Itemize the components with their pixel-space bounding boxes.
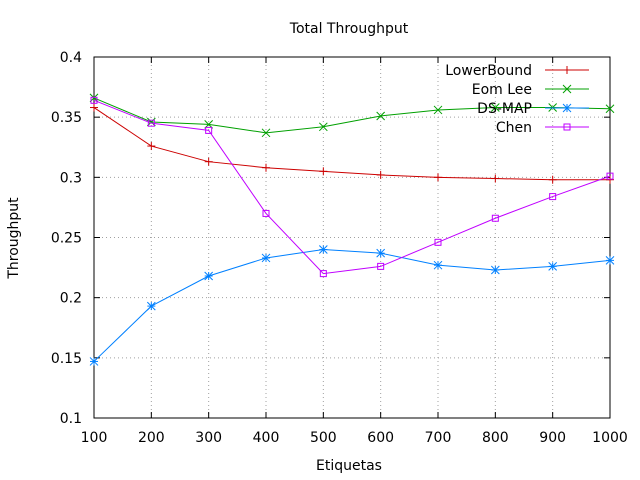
x-tick-label: 1000 — [592, 430, 628, 446]
x-tick-label: 800 — [482, 430, 509, 446]
x-tick-label: 400 — [253, 430, 280, 446]
data-point — [563, 66, 571, 74]
data-point — [262, 209, 270, 217]
data-point — [318, 122, 328, 132]
legend: LowerBound Eom Lee DS-MAP Chen — [445, 63, 589, 136]
data-point — [376, 248, 386, 258]
data-point — [434, 173, 442, 182]
data-point — [376, 170, 385, 179]
data-point — [377, 262, 385, 270]
data-point — [146, 301, 156, 311]
legend-entry-lowerbound: LowerBound — [445, 63, 589, 79]
data-point — [205, 126, 213, 134]
y-tick-label: 0.3 — [60, 170, 82, 186]
legend-entry-ds-map: DS-MAP — [477, 101, 589, 117]
y-tick-label: 0.2 — [60, 291, 82, 307]
axis-ticks: 100 200 300 400 500 600 700 800 900 1000 0.1 0.15 0.… — [51, 50, 628, 446]
x-tick-label: 900 — [539, 430, 566, 446]
series-line-lowerbound — [93, 107, 610, 181]
data-point — [262, 163, 270, 172]
legend-entry-chen: Chen — [496, 120, 589, 136]
data-point — [562, 84, 572, 94]
legend-label: Chen — [496, 120, 532, 136]
data-point — [490, 103, 500, 112]
y-axis-label: Throughput — [6, 197, 22, 280]
series-eom-lee — [89, 93, 615, 138]
data-point — [147, 142, 156, 151]
y-tick-label: 0.35 — [51, 110, 82, 126]
plot-area-border — [93, 56, 611, 419]
x-tick-label: 300 — [195, 430, 222, 446]
data-point — [261, 253, 271, 263]
data-point — [491, 214, 499, 222]
legend-label: Eom Lee — [472, 82, 532, 98]
data-point — [89, 357, 99, 366]
data-point — [319, 270, 327, 278]
data-point — [562, 103, 572, 113]
data-point — [606, 172, 614, 180]
x-tick-label: 600 — [367, 430, 394, 446]
series-lowerbound — [90, 103, 614, 184]
legend-label: DS-MAP — [477, 101, 532, 117]
data-point — [548, 175, 557, 184]
data-point — [548, 262, 558, 271]
y-tick-label: 0.4 — [60, 50, 82, 66]
grid — [94, 57, 610, 418]
chart-title: Total Throughput — [289, 21, 409, 37]
y-tick-label: 0.1 — [60, 411, 82, 427]
data-point — [147, 119, 155, 127]
data-point — [549, 193, 557, 201]
x-tick-label: 500 — [310, 430, 337, 446]
data-point — [318, 245, 328, 254]
data-point — [204, 271, 214, 281]
x-tick-label: 100 — [81, 430, 108, 446]
data-point — [490, 265, 500, 275]
data-point — [204, 157, 213, 166]
legend-entry-eom-lee: Eom Lee — [472, 82, 589, 98]
data-point — [434, 238, 442, 246]
series-group — [89, 93, 615, 366]
series-line-ds-map — [93, 249, 611, 362]
data-point — [605, 104, 615, 114]
series-line-eom-lee — [93, 97, 611, 134]
data-point — [563, 123, 571, 131]
data-point — [433, 105, 443, 115]
series-ds-map — [89, 245, 615, 366]
legend-label: LowerBound — [445, 63, 532, 79]
data-point — [376, 111, 386, 121]
data-point — [606, 175, 614, 184]
data-point — [605, 256, 615, 265]
data-point — [433, 260, 443, 270]
data-point — [491, 174, 500, 183]
y-tick-label: 0.25 — [51, 231, 82, 247]
data-point — [319, 167, 328, 176]
x-tick-label: 700 — [425, 430, 452, 446]
series-line-chen — [93, 99, 611, 275]
data-point — [90, 103, 98, 112]
series-chen — [90, 96, 614, 278]
y-tick-label: 0.15 — [51, 351, 82, 367]
x-axis-label: Etiquetas — [316, 458, 382, 474]
x-tick-label: 200 — [138, 430, 165, 446]
data-point — [261, 128, 271, 138]
data-point — [90, 96, 98, 104]
